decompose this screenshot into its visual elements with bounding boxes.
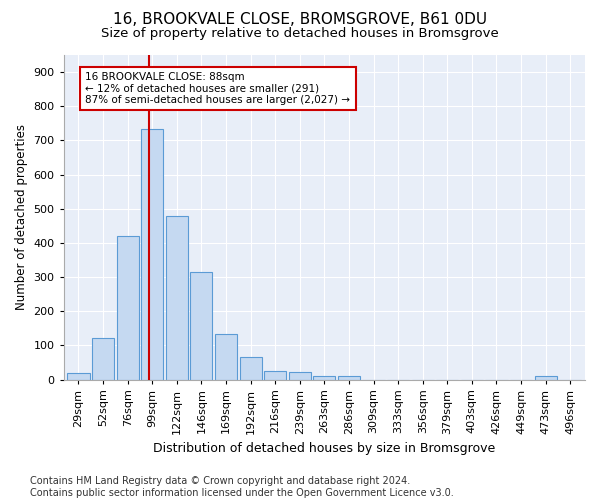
Bar [535,376,557,380]
Bar [264,371,286,380]
Bar [116,236,139,380]
Bar [67,372,89,380]
Bar [313,376,335,380]
Bar [215,334,237,380]
Bar [239,356,262,380]
Text: Size of property relative to detached houses in Bromsgrove: Size of property relative to detached ho… [101,28,499,40]
Text: 16, BROOKVALE CLOSE, BROMSGROVE, B61 0DU: 16, BROOKVALE CLOSE, BROMSGROVE, B61 0DU [113,12,487,28]
Bar [166,216,188,380]
Bar [190,272,212,380]
Text: Contains HM Land Registry data © Crown copyright and database right 2024.
Contai: Contains HM Land Registry data © Crown c… [30,476,454,498]
Y-axis label: Number of detached properties: Number of detached properties [15,124,28,310]
Bar [338,376,360,380]
Text: 16 BROOKVALE CLOSE: 88sqm
← 12% of detached houses are smaller (291)
87% of semi: 16 BROOKVALE CLOSE: 88sqm ← 12% of detac… [85,72,350,106]
Bar [92,338,114,380]
Bar [289,372,311,380]
Bar [141,129,163,380]
X-axis label: Distribution of detached houses by size in Bromsgrove: Distribution of detached houses by size … [153,442,496,455]
